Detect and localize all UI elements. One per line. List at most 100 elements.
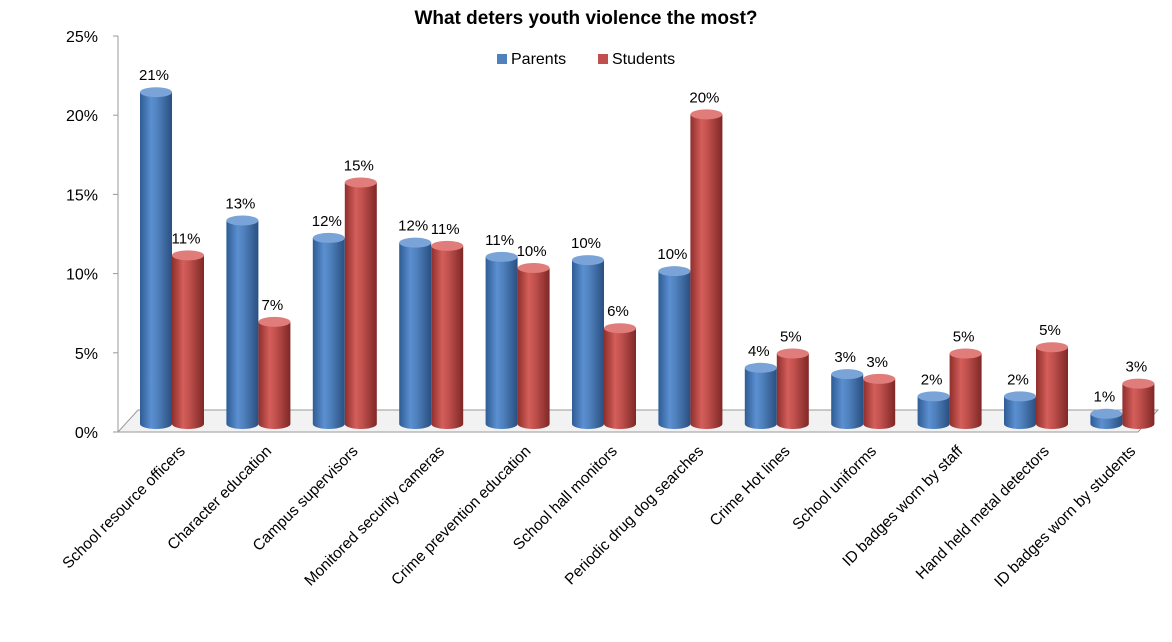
data-label: 11% <box>485 232 514 249</box>
bar-parents <box>1090 408 1123 429</box>
bar-top <box>744 362 777 373</box>
bars <box>140 87 1155 430</box>
bar-top <box>344 177 377 188</box>
data-label: 10% <box>517 243 547 260</box>
bar-top <box>572 255 604 266</box>
data-label: 20% <box>689 89 719 106</box>
bar-body <box>604 328 636 429</box>
legend-label: Students <box>612 51 675 68</box>
bar-body <box>1122 383 1155 429</box>
bar-top <box>226 215 259 226</box>
data-label: 12% <box>398 218 428 235</box>
y-tick-label: 25% <box>66 29 98 46</box>
bar-parents <box>572 255 604 429</box>
bar-top <box>399 237 432 248</box>
data-label: 3% <box>1126 359 1148 376</box>
bar-body <box>344 182 377 429</box>
data-label: 4% <box>748 343 770 360</box>
data-label: 11% <box>431 221 460 238</box>
data-label: 3% <box>834 349 856 366</box>
bar-students <box>344 177 377 429</box>
bar-students <box>258 316 291 429</box>
bar-body <box>517 268 550 429</box>
bar-top <box>1036 342 1068 353</box>
bar-students <box>172 250 204 429</box>
bar-body <box>399 242 432 429</box>
data-label: 5% <box>1039 322 1061 339</box>
y-tick-label: 20% <box>66 108 98 125</box>
bar-top <box>1090 408 1123 419</box>
data-label: 10% <box>657 246 687 263</box>
bar-top <box>863 373 896 384</box>
data-label: 3% <box>866 354 888 371</box>
floor-plane <box>116 409 1160 433</box>
bar-body <box>140 92 172 429</box>
y-tick-label: 15% <box>66 187 98 204</box>
bar-parents <box>312 232 345 429</box>
category-label: Periodic drug dog searches <box>562 443 708 589</box>
data-labels: 21%11%13%7%12%15%12% 11%11%10% 10%6%10%20%… <box>139 67 1147 406</box>
bar-students <box>690 109 723 430</box>
legend: Parents Students <box>497 51 675 68</box>
bar-top <box>690 109 723 120</box>
bar-parents <box>399 237 432 429</box>
bar-body <box>776 353 809 429</box>
bar-body <box>658 271 691 429</box>
bar-parents <box>744 362 777 429</box>
bar-body <box>1036 347 1068 429</box>
bar-body <box>258 321 291 429</box>
bar-students <box>776 348 809 429</box>
bar-body <box>917 396 950 429</box>
bar-body <box>312 237 345 429</box>
data-label: 10% <box>571 235 601 252</box>
category-label: School uniforms <box>789 443 880 534</box>
category-label: Crime prevention education <box>388 443 534 589</box>
bar-top <box>604 323 636 334</box>
bar-body <box>949 353 982 429</box>
category-label: Monitored security cameras <box>301 443 448 590</box>
bar-top <box>140 87 172 98</box>
data-label: 21% <box>139 67 169 84</box>
data-label: 5% <box>780 329 802 346</box>
bar-body <box>863 378 896 429</box>
bar-students <box>1036 342 1068 429</box>
legend-swatch <box>497 54 507 64</box>
bar-students <box>604 323 636 429</box>
data-label: 2% <box>1007 371 1029 388</box>
legend-label: Parents <box>511 51 566 68</box>
bar-top <box>917 391 950 402</box>
legend-swatch <box>598 54 608 64</box>
category-label: ID badges worn by students <box>991 443 1139 591</box>
bar-students <box>1122 378 1155 429</box>
bar-parents <box>226 215 259 429</box>
category-label: School resource officers <box>59 443 189 573</box>
bar-top <box>517 263 550 274</box>
bar-students <box>517 263 550 429</box>
bar-parents <box>485 251 518 429</box>
bar-top <box>658 266 691 277</box>
bar-parents <box>917 391 950 429</box>
bar-body <box>431 245 464 429</box>
bar-top <box>949 348 982 359</box>
data-label: 1% <box>1094 389 1116 406</box>
y-tick-label: 10% <box>66 267 98 284</box>
data-label: 15% <box>344 157 374 174</box>
bar-parents <box>140 87 172 429</box>
data-label: 13% <box>225 195 255 212</box>
floor <box>116 409 1160 433</box>
y-tick-label: 0% <box>75 425 98 442</box>
bar-students <box>949 348 982 429</box>
bar-body <box>831 374 864 429</box>
chart-title: What deters youth violence the most? <box>414 8 757 29</box>
data-label: 2% <box>921 371 943 388</box>
bar-body <box>744 367 777 429</box>
y-tick-label: 5% <box>75 346 98 363</box>
bar-top <box>172 250 204 261</box>
data-label: 7% <box>262 297 284 314</box>
bar-top <box>831 369 864 380</box>
bar-body <box>226 220 259 429</box>
bar-top <box>431 240 464 251</box>
bar-top <box>312 232 345 243</box>
bar-parents <box>658 266 691 429</box>
